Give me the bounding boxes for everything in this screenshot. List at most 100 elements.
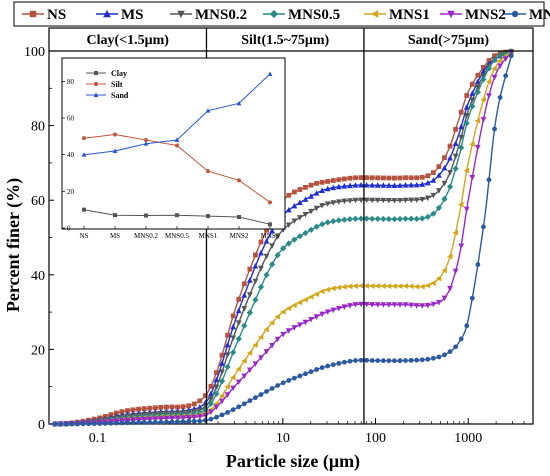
data-point: [369, 302, 376, 308]
data-point: [241, 373, 248, 379]
legend-swatch-marker: [29, 10, 37, 18]
data-point: [213, 404, 220, 411]
data-point: [130, 407, 136, 413]
data-point: [264, 389, 269, 394]
data-point: [330, 184, 337, 191]
data-point: [308, 317, 314, 323]
inset-data-point: [175, 143, 179, 148]
legend: NS MS MNS0.2 MNS0.5 MNS1 MNS2 MNS5: [13, 1, 550, 27]
data-point: [486, 177, 492, 183]
data-point: [264, 227, 269, 233]
x-tick-label: 0.1: [89, 431, 107, 446]
data-point: [258, 355, 264, 361]
data-point: [236, 404, 242, 410]
inset-data-point: [81, 152, 87, 157]
inset-y-tick-label: 40: [67, 151, 75, 159]
data-point: [385, 283, 392, 289]
data-point: [258, 265, 264, 272]
zone-label: Sand(>75μm): [408, 33, 490, 48]
data-point: [341, 283, 347, 290]
data-point: [258, 392, 264, 397]
data-point: [408, 215, 415, 222]
data-point: [241, 292, 248, 298]
data-point: [152, 405, 158, 411]
data-point: [363, 181, 370, 188]
data-point: [219, 369, 225, 376]
data-point: [252, 296, 259, 303]
data-point: [263, 238, 270, 244]
data-point: [464, 323, 470, 329]
data-point: [497, 63, 503, 70]
data-point: [413, 303, 420, 309]
data-point: [397, 182, 403, 188]
legend-item: MNS0.5: [263, 7, 340, 23]
data-point: [263, 349, 270, 355]
data-point: [446, 183, 454, 190]
data-point: [291, 325, 298, 331]
inset-chart: 0 20 40 60 80 NS MS MNS0.2 MNS0.5 MNS1 MNS2 MNS5 Cla…: [61, 57, 286, 240]
data-point: [180, 419, 186, 425]
data-point: [224, 383, 231, 390]
inset-series-Silt: [82, 132, 272, 205]
data-point: [424, 179, 431, 186]
data-point: [424, 282, 431, 289]
data-point: [280, 308, 286, 315]
data-point: [363, 301, 370, 308]
data-point: [214, 370, 219, 375]
data-point: [496, 57, 503, 64]
data-point: [430, 210, 437, 217]
data-point: [269, 227, 275, 234]
data-point: [374, 302, 381, 308]
data-point: [246, 350, 253, 356]
data-point: [402, 302, 409, 308]
inset-data-point: [236, 100, 242, 106]
data-point: [453, 344, 459, 350]
data-point: [414, 175, 420, 181]
data-point: [308, 208, 314, 215]
data-point: [52, 421, 58, 427]
data-point: [481, 65, 486, 70]
data-point: [58, 421, 64, 427]
data-point: [313, 190, 320, 196]
inset-data-point: [206, 214, 210, 219]
data-point: [208, 409, 214, 416]
inset-x-tick-label: MS: [110, 232, 120, 240]
data-point: [336, 360, 342, 366]
data-point: [302, 229, 309, 237]
data-point: [257, 334, 264, 340]
data-point: [386, 302, 392, 308]
data-point: [425, 173, 431, 179]
data-point: [291, 189, 297, 195]
data-point: [353, 175, 358, 181]
inset-legend-item: Sand: [86, 91, 129, 100]
data-point: [285, 222, 292, 229]
data-point: [413, 215, 420, 222]
data-point: [452, 165, 459, 172]
legend-label: MS: [121, 7, 144, 23]
data-point: [230, 349, 237, 356]
data-point: [186, 419, 192, 424]
data-point: [325, 179, 331, 184]
data-point: [303, 371, 308, 377]
data-point: [392, 358, 397, 364]
data-point: [463, 206, 470, 213]
data-point: [302, 196, 309, 202]
data-point: [364, 175, 370, 181]
series-MNS5: [49, 50, 514, 427]
data-point: [135, 417, 142, 423]
data-point: [263, 326, 269, 333]
inset-data-point: [143, 141, 149, 146]
data-point: [164, 404, 169, 410]
data-point: [197, 418, 203, 424]
data-point: [97, 421, 103, 426]
data-point: [241, 322, 248, 329]
inset-data-point: [144, 213, 148, 218]
data-point: [419, 181, 426, 187]
inset-legend-marker: [94, 71, 98, 75]
data-point: [252, 263, 259, 269]
data-point: [253, 395, 258, 401]
data-point: [396, 283, 403, 289]
data-point: [458, 336, 464, 342]
data-point: [424, 195, 431, 202]
